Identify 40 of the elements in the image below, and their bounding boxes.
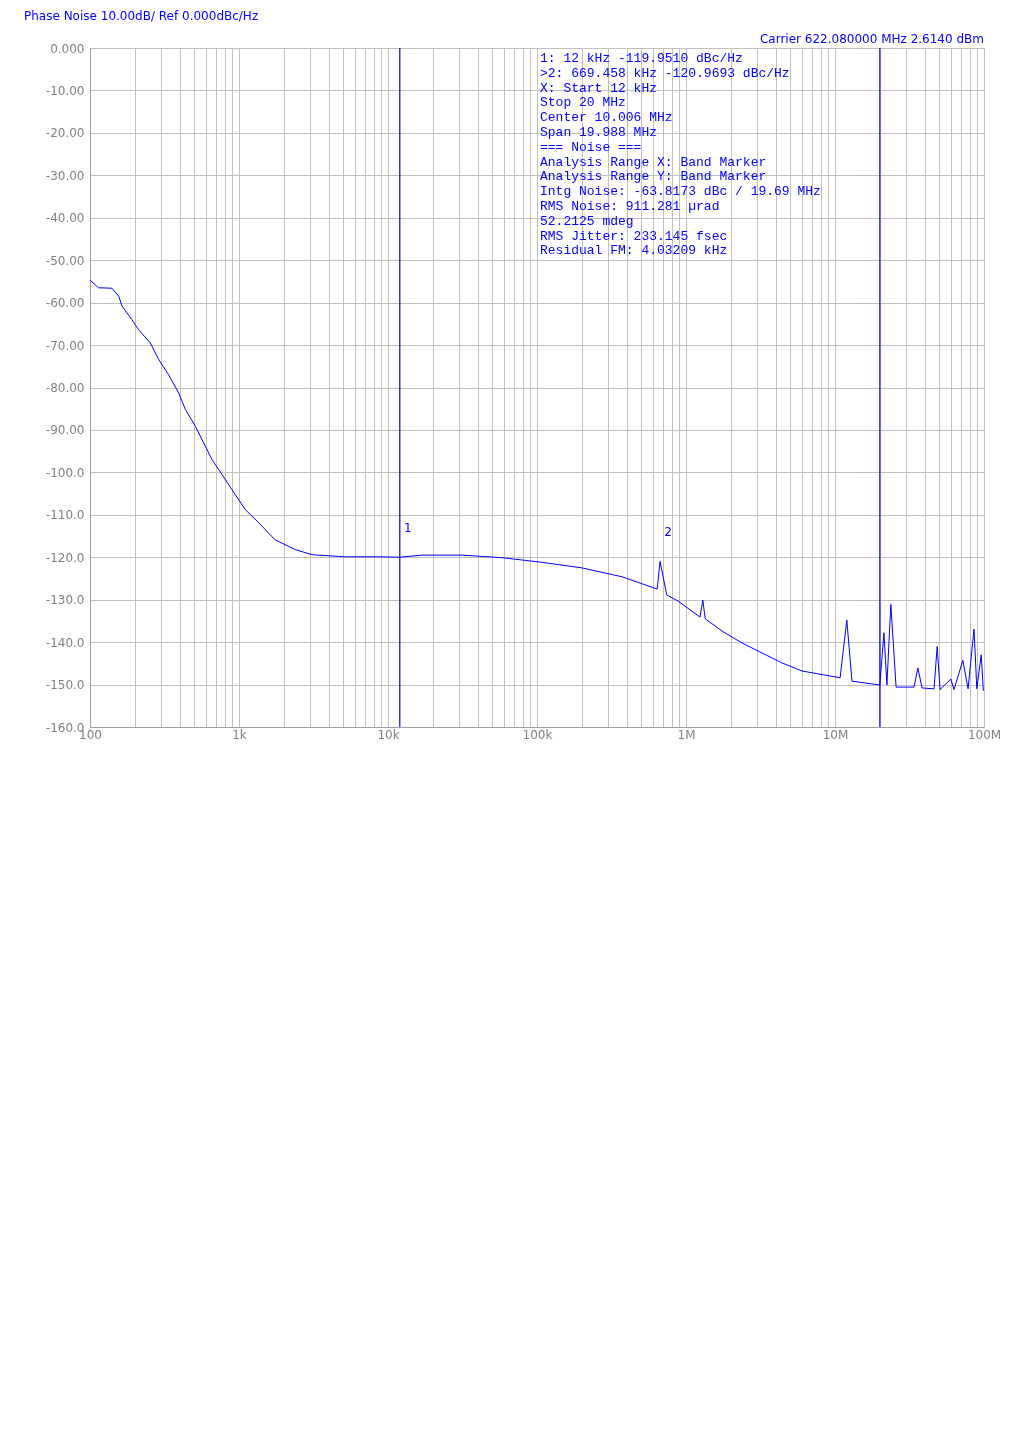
- y-tick-label: -110.0: [45, 508, 85, 523]
- annotation: RMS Jitter: 233.145 fsec: [540, 228, 728, 244]
- annotation: Analysis Range Y: Band Marker: [540, 169, 767, 185]
- annotation: Intg Noise: -63.8173 dBc / 19.69 MHz: [540, 184, 821, 200]
- x-tick-label: 10M: [822, 727, 849, 742]
- annotation: Span 19.988 MHz: [540, 125, 658, 140]
- annotation: Residual FM: 4.03209 kHz: [540, 243, 728, 259]
- annotation: 1: [403, 521, 412, 536]
- y-tick-label: -140.0: [45, 635, 85, 650]
- y-tick-label: -70.00: [45, 338, 85, 353]
- y-tick-label: -20.00: [45, 126, 85, 141]
- y-tick-label: -90.00: [45, 423, 85, 438]
- y-tick-label: -130.0: [45, 593, 85, 608]
- x-tick-label: 100M: [967, 727, 1002, 742]
- x-tick-label: 1k: [232, 727, 247, 742]
- annotation: Stop 20 MHz: [540, 95, 626, 111]
- chart-subtitle: Carrier 622.080000 MHz 2.6140 dBm: [759, 32, 984, 46]
- y-tick-label: -50.00: [45, 253, 85, 268]
- x-tick-label: 10k: [377, 727, 400, 742]
- y-tick-label: -40.00: [45, 211, 85, 226]
- chart-title: Phase Noise 10.00dB/ Ref 0.000dBc/Hz: [24, 9, 259, 23]
- x-tick-label: 100k: [522, 727, 553, 742]
- y-tick-label: -60.00: [45, 296, 85, 311]
- y-tick-label: -10.00: [45, 83, 85, 98]
- y-tick-label: -80.00: [45, 381, 85, 395]
- y-tick-label: 0.000: [50, 41, 85, 56]
- annotation: 2: [664, 525, 672, 540]
- annotation: 1: 12 kHz -119.9510 dBc/Hz: [540, 51, 743, 66]
- y-tick-label: -120.0: [45, 550, 85, 565]
- annotation: Analysis Range X: Band Marker: [540, 154, 767, 170]
- annotation: X: Start 12 kHz: [540, 80, 658, 96]
- annotation: >2: 669.458 kHz -120.9693 dBc/Hz: [540, 65, 790, 81]
- annotation: === Noise ===: [540, 139, 642, 155]
- annotation: Center 10.006 MHz: [540, 110, 673, 126]
- annotation: 52.2125 mdeg: [540, 213, 634, 229]
- annotation: RMS Noise: 911.281 µrad: [540, 199, 720, 214]
- y-tick-label: -30.00: [45, 168, 85, 183]
- x-tick-label: 1M: [677, 727, 696, 742]
- y-tick-label: -150.0: [45, 678, 85, 693]
- y-tick-label: -100.0: [45, 465, 85, 480]
